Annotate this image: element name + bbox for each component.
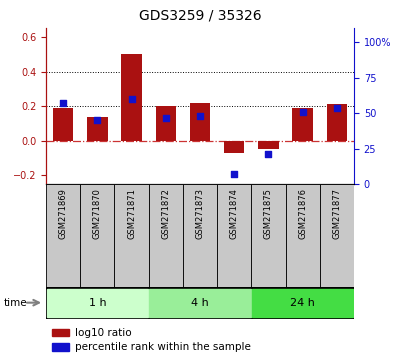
Text: time: time xyxy=(4,298,28,308)
Bar xyxy=(52,329,69,336)
Point xyxy=(265,152,272,157)
Bar xyxy=(183,184,217,287)
Text: GSM271874: GSM271874 xyxy=(230,188,239,239)
Text: GSM271875: GSM271875 xyxy=(264,188,273,239)
Bar xyxy=(286,184,320,287)
Bar xyxy=(217,184,251,287)
Text: GSM271873: GSM271873 xyxy=(196,188,204,239)
Point xyxy=(94,118,100,123)
Text: GSM271871: GSM271871 xyxy=(127,188,136,239)
Bar xyxy=(251,184,286,287)
Point xyxy=(334,105,340,110)
Point xyxy=(60,101,66,106)
Bar xyxy=(114,184,149,287)
Text: GSM271869: GSM271869 xyxy=(59,188,68,239)
Bar xyxy=(292,108,313,141)
Bar xyxy=(121,54,142,141)
Bar xyxy=(80,184,114,287)
Bar xyxy=(47,289,148,317)
Bar xyxy=(327,104,347,141)
Bar xyxy=(53,108,73,141)
Bar xyxy=(156,106,176,141)
Text: GSM271876: GSM271876 xyxy=(298,188,307,239)
Text: 24 h: 24 h xyxy=(290,298,315,308)
Bar xyxy=(52,343,69,351)
Text: percentile rank within the sample: percentile rank within the sample xyxy=(75,342,251,352)
Text: log10 ratio: log10 ratio xyxy=(75,328,132,338)
Point xyxy=(162,115,169,120)
Text: 1 h: 1 h xyxy=(88,298,106,308)
Text: GSM271877: GSM271877 xyxy=(332,188,341,239)
Point xyxy=(197,113,203,119)
Bar xyxy=(190,103,210,141)
Text: GSM271870: GSM271870 xyxy=(93,188,102,239)
Text: 4 h: 4 h xyxy=(191,298,209,308)
Bar xyxy=(87,116,108,141)
Bar xyxy=(46,184,80,287)
Text: GSM271872: GSM271872 xyxy=(161,188,170,239)
Bar xyxy=(149,184,183,287)
Bar xyxy=(224,141,244,153)
Bar xyxy=(149,289,251,317)
Text: GDS3259 / 35326: GDS3259 / 35326 xyxy=(139,9,261,23)
Point xyxy=(231,171,238,177)
Point xyxy=(300,109,306,115)
Bar xyxy=(320,184,354,287)
Bar xyxy=(252,289,353,317)
Point xyxy=(128,96,135,102)
Bar xyxy=(258,141,279,149)
